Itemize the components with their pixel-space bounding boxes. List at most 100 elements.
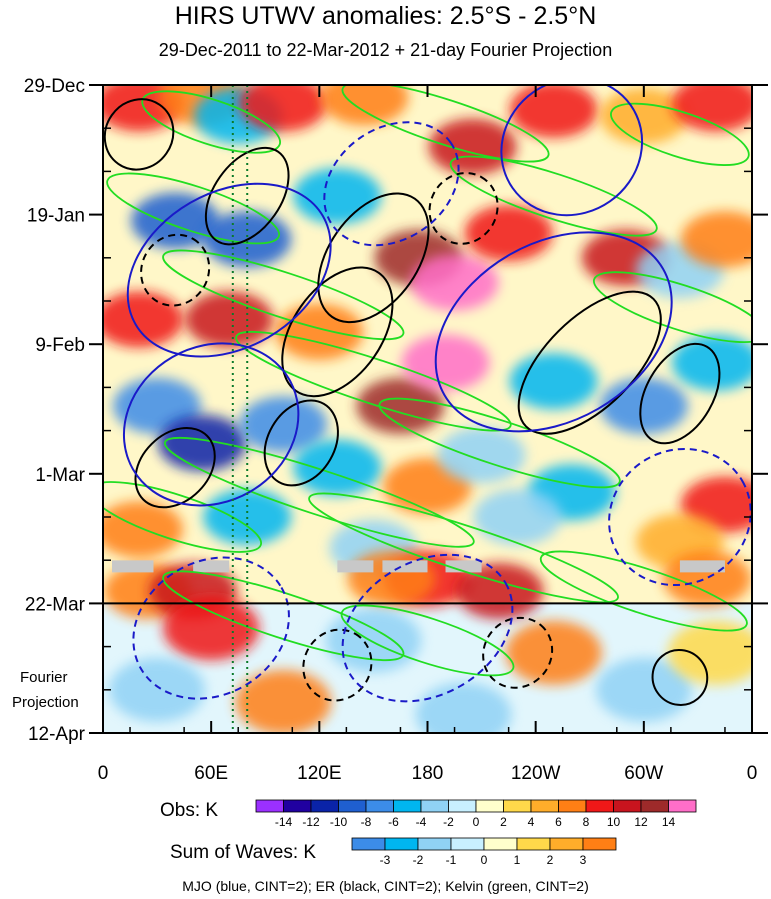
anomaly-blob (185, 291, 274, 348)
wave-contours (103, 85, 752, 706)
anomaly-blob (410, 254, 499, 311)
obs-colorbar-tick: 4 (528, 815, 535, 829)
chart-title: HIRS UTWV anomalies: 2.5°S - 2.5°N (174, 2, 597, 30)
obs-colorbar: -14 -12 -10 -8 -6 -4 -2 0 2 4 6 8 10 12 14 (255, 799, 697, 829)
waves-colorbar-cell (582, 837, 617, 851)
obs-colorbar-cell (338, 799, 367, 813)
obs-colorbar-label: Obs: K (160, 800, 219, 821)
anomaly-blob (509, 85, 598, 138)
er-contour (651, 648, 709, 706)
anomaly-blob (473, 489, 562, 545)
obs-colorbar-cell (585, 799, 614, 813)
er-contour (428, 172, 499, 245)
x-tick-label: 60W (624, 763, 663, 784)
anomaly-blob (599, 377, 688, 434)
er-contour (639, 342, 721, 445)
anomaly-blob (509, 353, 598, 410)
waves-colorbar-tick: 1 (514, 853, 521, 867)
waves-colorbar-tick: 3 (580, 853, 587, 867)
obs-colorbar-cell (420, 799, 449, 813)
waves-colorbar: -3 -2 -1 0 1 2 3 (351, 837, 617, 867)
er-contour (140, 233, 211, 307)
obs-colorbar-cell (640, 799, 669, 813)
waves-colorbar-tick: 2 (547, 853, 554, 867)
anomaly-blob (103, 501, 184, 558)
mjo-contour (434, 231, 673, 433)
obs-colorbar-cell (365, 799, 394, 813)
missing-data-bar (337, 560, 374, 573)
waves-colorbar-cell (351, 837, 386, 851)
projection-label-line1: Fourier (20, 669, 68, 686)
anomaly-blob (455, 563, 544, 620)
anomaly-blob (671, 334, 752, 391)
y-tick-label: 19-Jan (27, 206, 85, 227)
obs-colorbar-tick: 14 (662, 815, 676, 829)
anomaly-blob (239, 396, 328, 453)
waves-colorbar-tick: 0 (481, 853, 488, 867)
obs-colorbar-tick: 12 (634, 815, 648, 829)
obs-colorbar-tick: -4 (416, 815, 427, 829)
waves-colorbar-cell (483, 837, 518, 851)
anomaly-blob (680, 211, 752, 268)
anomaly-blob (158, 414, 247, 471)
anomaly-blob (667, 620, 752, 685)
anomaly-blob (275, 303, 364, 360)
anomaly-blob (239, 85, 328, 132)
mjo-contour (341, 553, 514, 703)
er-contour (482, 616, 554, 689)
y-tick-label: 22-Mar (25, 594, 86, 615)
kelvin-contour (103, 481, 263, 553)
chart-subtitle: 29-Dec-2011 to 22-Mar-2012 + 21-day Four… (158, 40, 613, 60)
mjo-contour (323, 121, 460, 247)
x-axis: 0 60E 120E 180 120W 60W 0 (98, 85, 757, 784)
waves-colorbar-cell (450, 837, 485, 851)
er-contour (134, 426, 216, 509)
obs-colorbar-tick: 0 (473, 815, 480, 829)
kelvin-contour (162, 249, 405, 341)
x-tick-label: 120E (297, 763, 341, 784)
anomaly-blob (103, 291, 184, 348)
obs-colorbar-tick: 6 (555, 815, 562, 829)
anomaly-blob (464, 205, 553, 262)
obs-colorbar-cell (393, 799, 422, 813)
anomaly-blob (293, 168, 382, 225)
er-contour (302, 628, 373, 702)
kelvin-contour (106, 172, 281, 245)
anomaly-blob (293, 439, 382, 496)
obs-colorbar-tick: 8 (583, 815, 590, 829)
x-tick-label: 0 (98, 763, 109, 784)
y-axis: 29-Dec 19-Jan 9-Feb 1-Mar 22-Mar 12-Apr (24, 76, 768, 745)
y-tick-label: 12-Apr (28, 724, 86, 745)
mjo-contour (126, 182, 332, 358)
mjo-contour (122, 342, 300, 507)
kelvin-contour (163, 437, 475, 548)
obs-colorbar-cell (668, 799, 697, 813)
obs-colorbar-cell (283, 799, 312, 813)
kelvin-contour (340, 604, 515, 677)
waves-colorbar-cell (549, 837, 584, 851)
anomaly-blob (325, 608, 422, 673)
kelvin-contour (592, 271, 752, 344)
waves-colorbar-tick: -2 (413, 853, 424, 867)
kelvin-contour (449, 155, 658, 237)
obs-colorbar-cell (310, 799, 339, 813)
er-contour (204, 146, 290, 246)
er-contour (317, 192, 430, 324)
obs-colorbar-cell (475, 799, 504, 813)
obs-colorbar-tick: -2 (443, 815, 454, 829)
projection-label-line2: Projection (12, 694, 79, 711)
obs-colorbar-tick: 2 (500, 815, 507, 829)
x-tick-label: 120W (511, 763, 561, 784)
kelvin-contour (539, 550, 748, 632)
mjo-contour (608, 447, 752, 587)
missing-data-bar (679, 560, 725, 573)
contour-caption: MJO (blue, CINT=2); ER (black, CINT=2); … (182, 878, 589, 894)
anomaly-blob (415, 682, 512, 733)
obs-colorbar-tick: -8 (361, 815, 372, 829)
anomaly-blob (505, 620, 602, 685)
anomaly-blob (163, 596, 260, 661)
obs-colorbar-tick: -12 (302, 815, 320, 829)
anomaly-field (103, 85, 752, 733)
obs-colorbar-tick: -14 (275, 815, 293, 829)
